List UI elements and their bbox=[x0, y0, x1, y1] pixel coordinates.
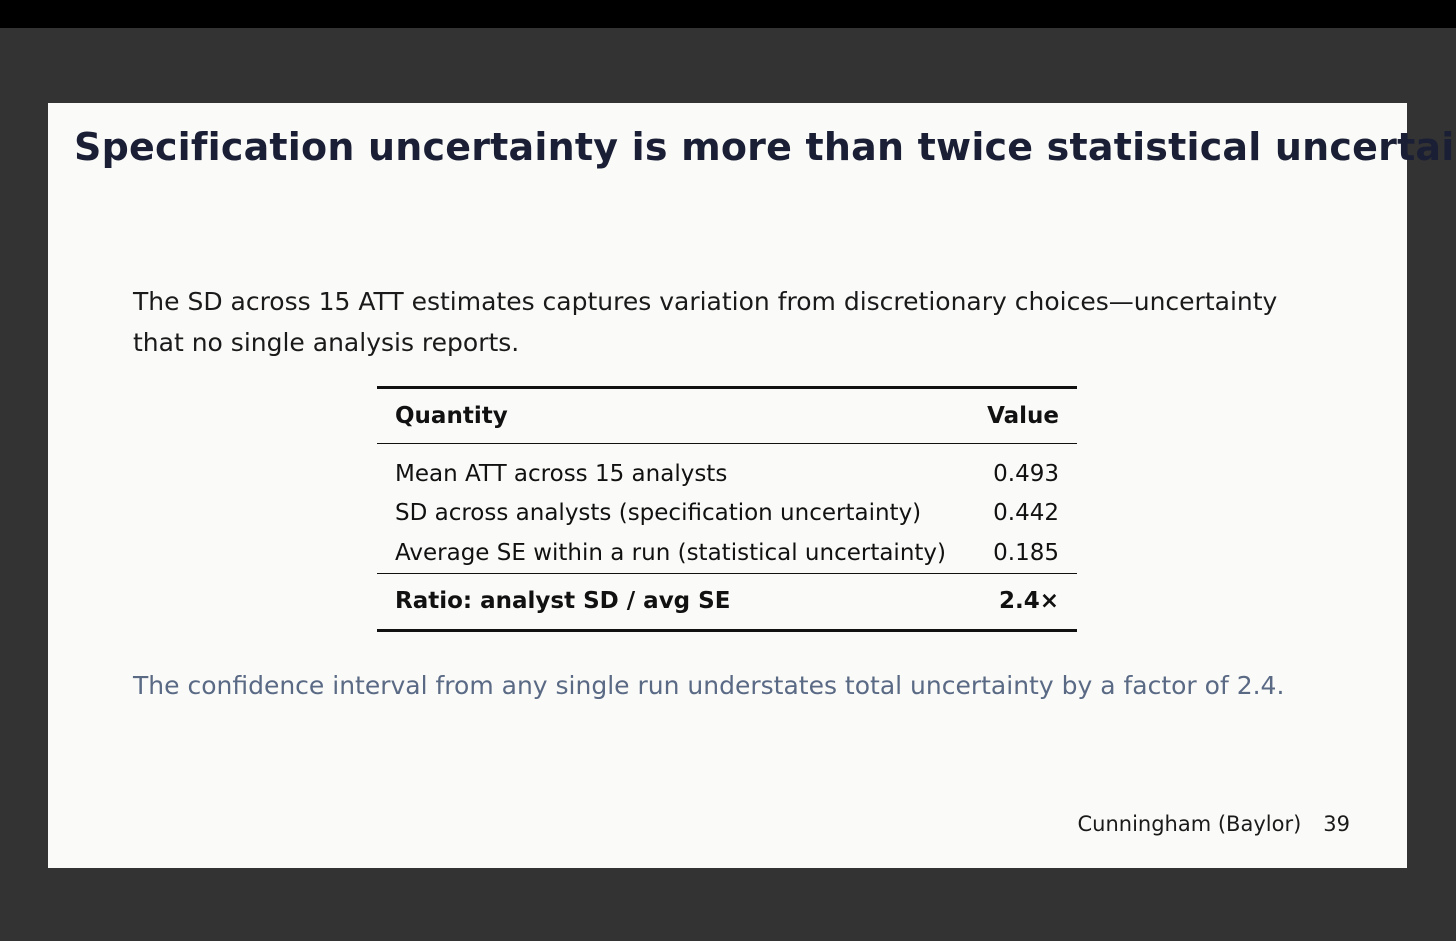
header-value: Value bbox=[968, 386, 1077, 444]
row-value: 0.442 bbox=[993, 500, 1059, 527]
row-value: 0.185 bbox=[993, 539, 1059, 566]
slide: Specification uncertainty is more than t… bbox=[48, 103, 1456, 868]
conclusion-text: The confidence interval from any single … bbox=[133, 671, 1285, 700]
row-quantity: Mean ATT across 15 analysts bbox=[395, 460, 728, 487]
table-row: Mean ATT across 15 analysts 0.493 bbox=[377, 444, 1077, 494]
results-table: Quantity Value Mean ATT across 15 analys… bbox=[377, 386, 1077, 632]
summary-row: Ratio: analyst SD / avg SE 2.4× bbox=[377, 572, 1077, 632]
lead-paragraph: The SD across 15 ATT estimates captures … bbox=[133, 287, 1278, 357]
summary-quantity: Ratio: analyst SD / avg SE bbox=[377, 572, 969, 632]
table-row: Average SE within a run (statistical unc… bbox=[377, 533, 1077, 573]
footer-author: Cunningham (Baylor) bbox=[1077, 812, 1302, 836]
header-quantity: Quantity bbox=[377, 386, 969, 444]
row-quantity: SD across analysts (specification uncert… bbox=[395, 500, 922, 527]
table-row: SD across analysts (specification uncert… bbox=[377, 494, 1077, 534]
slide-title: Specification uncertainty is more than t… bbox=[74, 125, 1456, 169]
row-value: 0.493 bbox=[993, 460, 1059, 487]
top-bar bbox=[0, 0, 1456, 28]
slide-footer: Cunningham (Baylor) 39 bbox=[1077, 812, 1350, 836]
table-header-row: Quantity Value bbox=[377, 386, 1077, 444]
summary-value: 2.4× bbox=[968, 572, 1077, 632]
page-number: 39 bbox=[1323, 812, 1350, 836]
row-quantity: Average SE within a run (statistical unc… bbox=[395, 539, 947, 566]
